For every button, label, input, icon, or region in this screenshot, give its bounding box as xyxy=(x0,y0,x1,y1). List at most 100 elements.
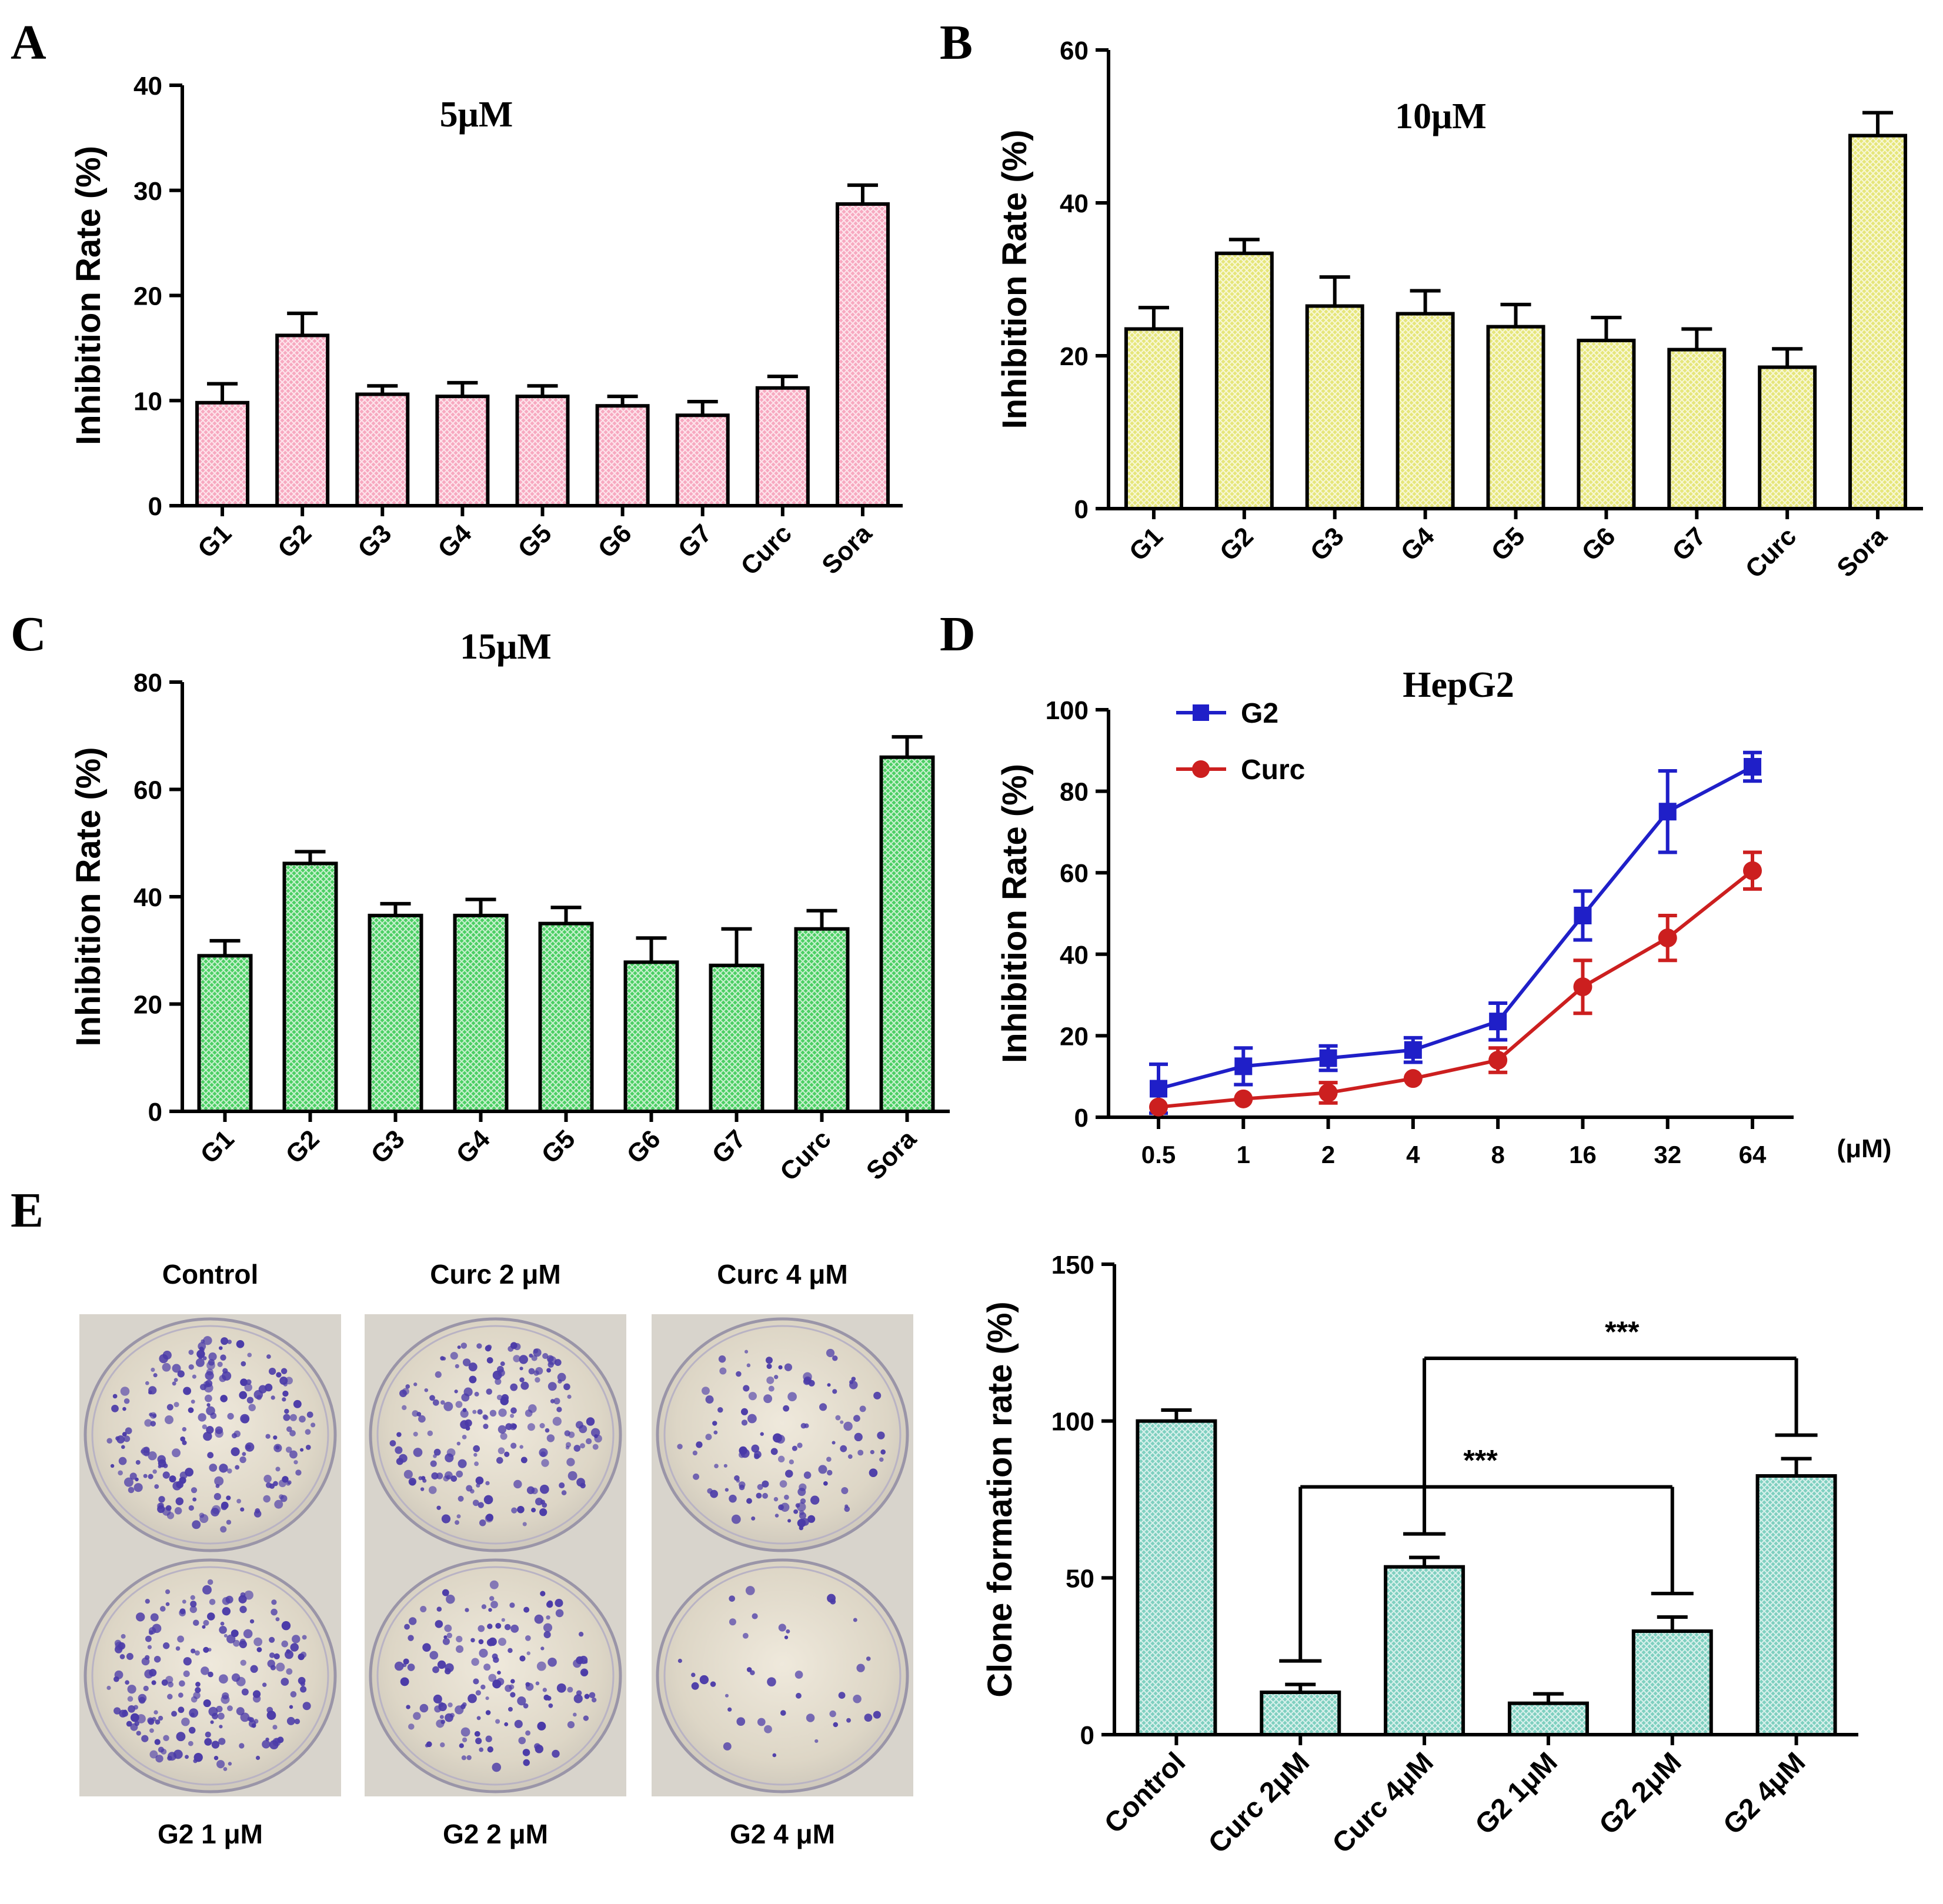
colony-dot xyxy=(567,1394,572,1399)
colony-dot xyxy=(280,1495,288,1502)
colony-dot xyxy=(193,1752,203,1762)
colony-dot xyxy=(208,1706,218,1716)
colony-dot xyxy=(153,1373,158,1378)
colony-dot xyxy=(573,1694,583,1703)
colony-dot xyxy=(116,1435,125,1444)
colony-dot xyxy=(463,1387,473,1397)
series-line xyxy=(1158,765,1754,1091)
colony-dot xyxy=(162,1471,170,1479)
y-tick-label: 20 xyxy=(133,991,162,1020)
significance-label: *** xyxy=(1605,1315,1640,1348)
colony-dot xyxy=(734,1475,740,1481)
panel-letter-d: D xyxy=(940,607,976,662)
colony-dot xyxy=(289,1414,297,1421)
colony-dot xyxy=(522,1522,527,1526)
x-tick-label: G1 xyxy=(192,519,237,563)
colony-dot xyxy=(773,1497,779,1502)
colony-dot xyxy=(496,1678,505,1686)
colony-dot xyxy=(125,1427,132,1435)
colony-dot xyxy=(492,1762,502,1772)
colony-dot xyxy=(203,1336,212,1345)
colony-dot xyxy=(510,1383,518,1391)
colony-dot xyxy=(519,1367,523,1371)
colony-dot xyxy=(795,1503,800,1508)
colony-dot xyxy=(148,1390,152,1395)
data-point xyxy=(1574,906,1592,924)
colony-dot xyxy=(799,1512,806,1519)
colony-dot xyxy=(240,1378,248,1387)
colony-dot xyxy=(827,1383,831,1387)
colony-dot xyxy=(424,1388,429,1392)
colony-dot xyxy=(402,1405,407,1411)
colony-dot xyxy=(143,1685,149,1692)
bar xyxy=(1577,339,1636,510)
colony-dot xyxy=(227,1468,232,1474)
colony-dot xyxy=(106,1685,111,1691)
colony-dot xyxy=(193,1619,199,1626)
colony-dot xyxy=(508,1648,513,1654)
data-point xyxy=(1234,1057,1253,1075)
colony-dot xyxy=(547,1356,557,1365)
petri-dish-rim xyxy=(663,1566,902,1786)
colony-dot xyxy=(188,1364,194,1370)
colony-dot xyxy=(122,1407,126,1411)
colony-dot xyxy=(500,1432,508,1440)
colony-dot xyxy=(479,1747,484,1752)
data-point xyxy=(1234,1089,1253,1108)
colony-dot xyxy=(584,1693,590,1699)
colony-dot xyxy=(164,1415,173,1424)
data-point xyxy=(1743,861,1762,880)
x-tick-label: G7 xyxy=(673,519,717,563)
chart-title: HepG2 xyxy=(1403,665,1514,705)
colony-dot xyxy=(244,1590,253,1600)
bar xyxy=(1755,1474,1837,1736)
colony-dot xyxy=(712,1421,717,1426)
colony-dot xyxy=(784,1494,789,1500)
colony-dot xyxy=(223,1634,228,1638)
colony-dot xyxy=(757,1484,763,1490)
colony-dot xyxy=(568,1431,575,1438)
colony-dot xyxy=(576,1690,582,1696)
colony-dot xyxy=(127,1685,136,1694)
significance-label: *** xyxy=(1463,1444,1498,1477)
colony-dot xyxy=(823,1481,828,1486)
colony-dot xyxy=(457,1345,461,1349)
colony-dot xyxy=(877,1431,885,1439)
colony-dot xyxy=(528,1404,537,1413)
x-tick-label: G3 xyxy=(1305,522,1350,566)
colony-dot xyxy=(114,1670,123,1679)
colony-dot xyxy=(165,1505,172,1511)
colony-dot xyxy=(475,1476,484,1485)
colony-dot xyxy=(826,1348,835,1358)
colony-dot xyxy=(138,1696,146,1704)
colony-dot xyxy=(840,1420,844,1424)
colony-dot xyxy=(281,1640,288,1648)
colony-dot xyxy=(580,1668,589,1676)
colony-dot xyxy=(253,1695,261,1703)
x-tick-label: G6 xyxy=(621,1124,666,1169)
bar xyxy=(1848,133,1908,511)
colony-dot xyxy=(561,1490,567,1495)
colony-dot xyxy=(783,1405,790,1412)
colony-dot xyxy=(405,1384,410,1389)
petri-dish-rim xyxy=(663,1325,902,1545)
colony-dot xyxy=(713,1430,718,1435)
colony-dot xyxy=(178,1706,185,1713)
x-tick-label: 2 xyxy=(1321,1141,1335,1168)
colony-dot xyxy=(710,1681,716,1687)
colony-dot xyxy=(136,1731,141,1736)
colony-dot xyxy=(765,1357,773,1364)
colony-dot xyxy=(220,1395,228,1402)
colony-dot xyxy=(183,1670,190,1677)
colony-dot xyxy=(429,1395,435,1401)
colony-dot xyxy=(573,1445,581,1452)
colony-dot xyxy=(819,1403,827,1411)
colony-dot xyxy=(299,1415,306,1423)
colony-dot xyxy=(787,1519,792,1523)
colony-dot xyxy=(766,1376,774,1384)
colony-dot xyxy=(498,1638,506,1646)
colony-dot xyxy=(120,1387,130,1396)
x-tick-label: G2 4μM xyxy=(1717,1746,1811,1840)
colony-dot xyxy=(736,1717,746,1726)
colony-dot xyxy=(123,1435,131,1442)
